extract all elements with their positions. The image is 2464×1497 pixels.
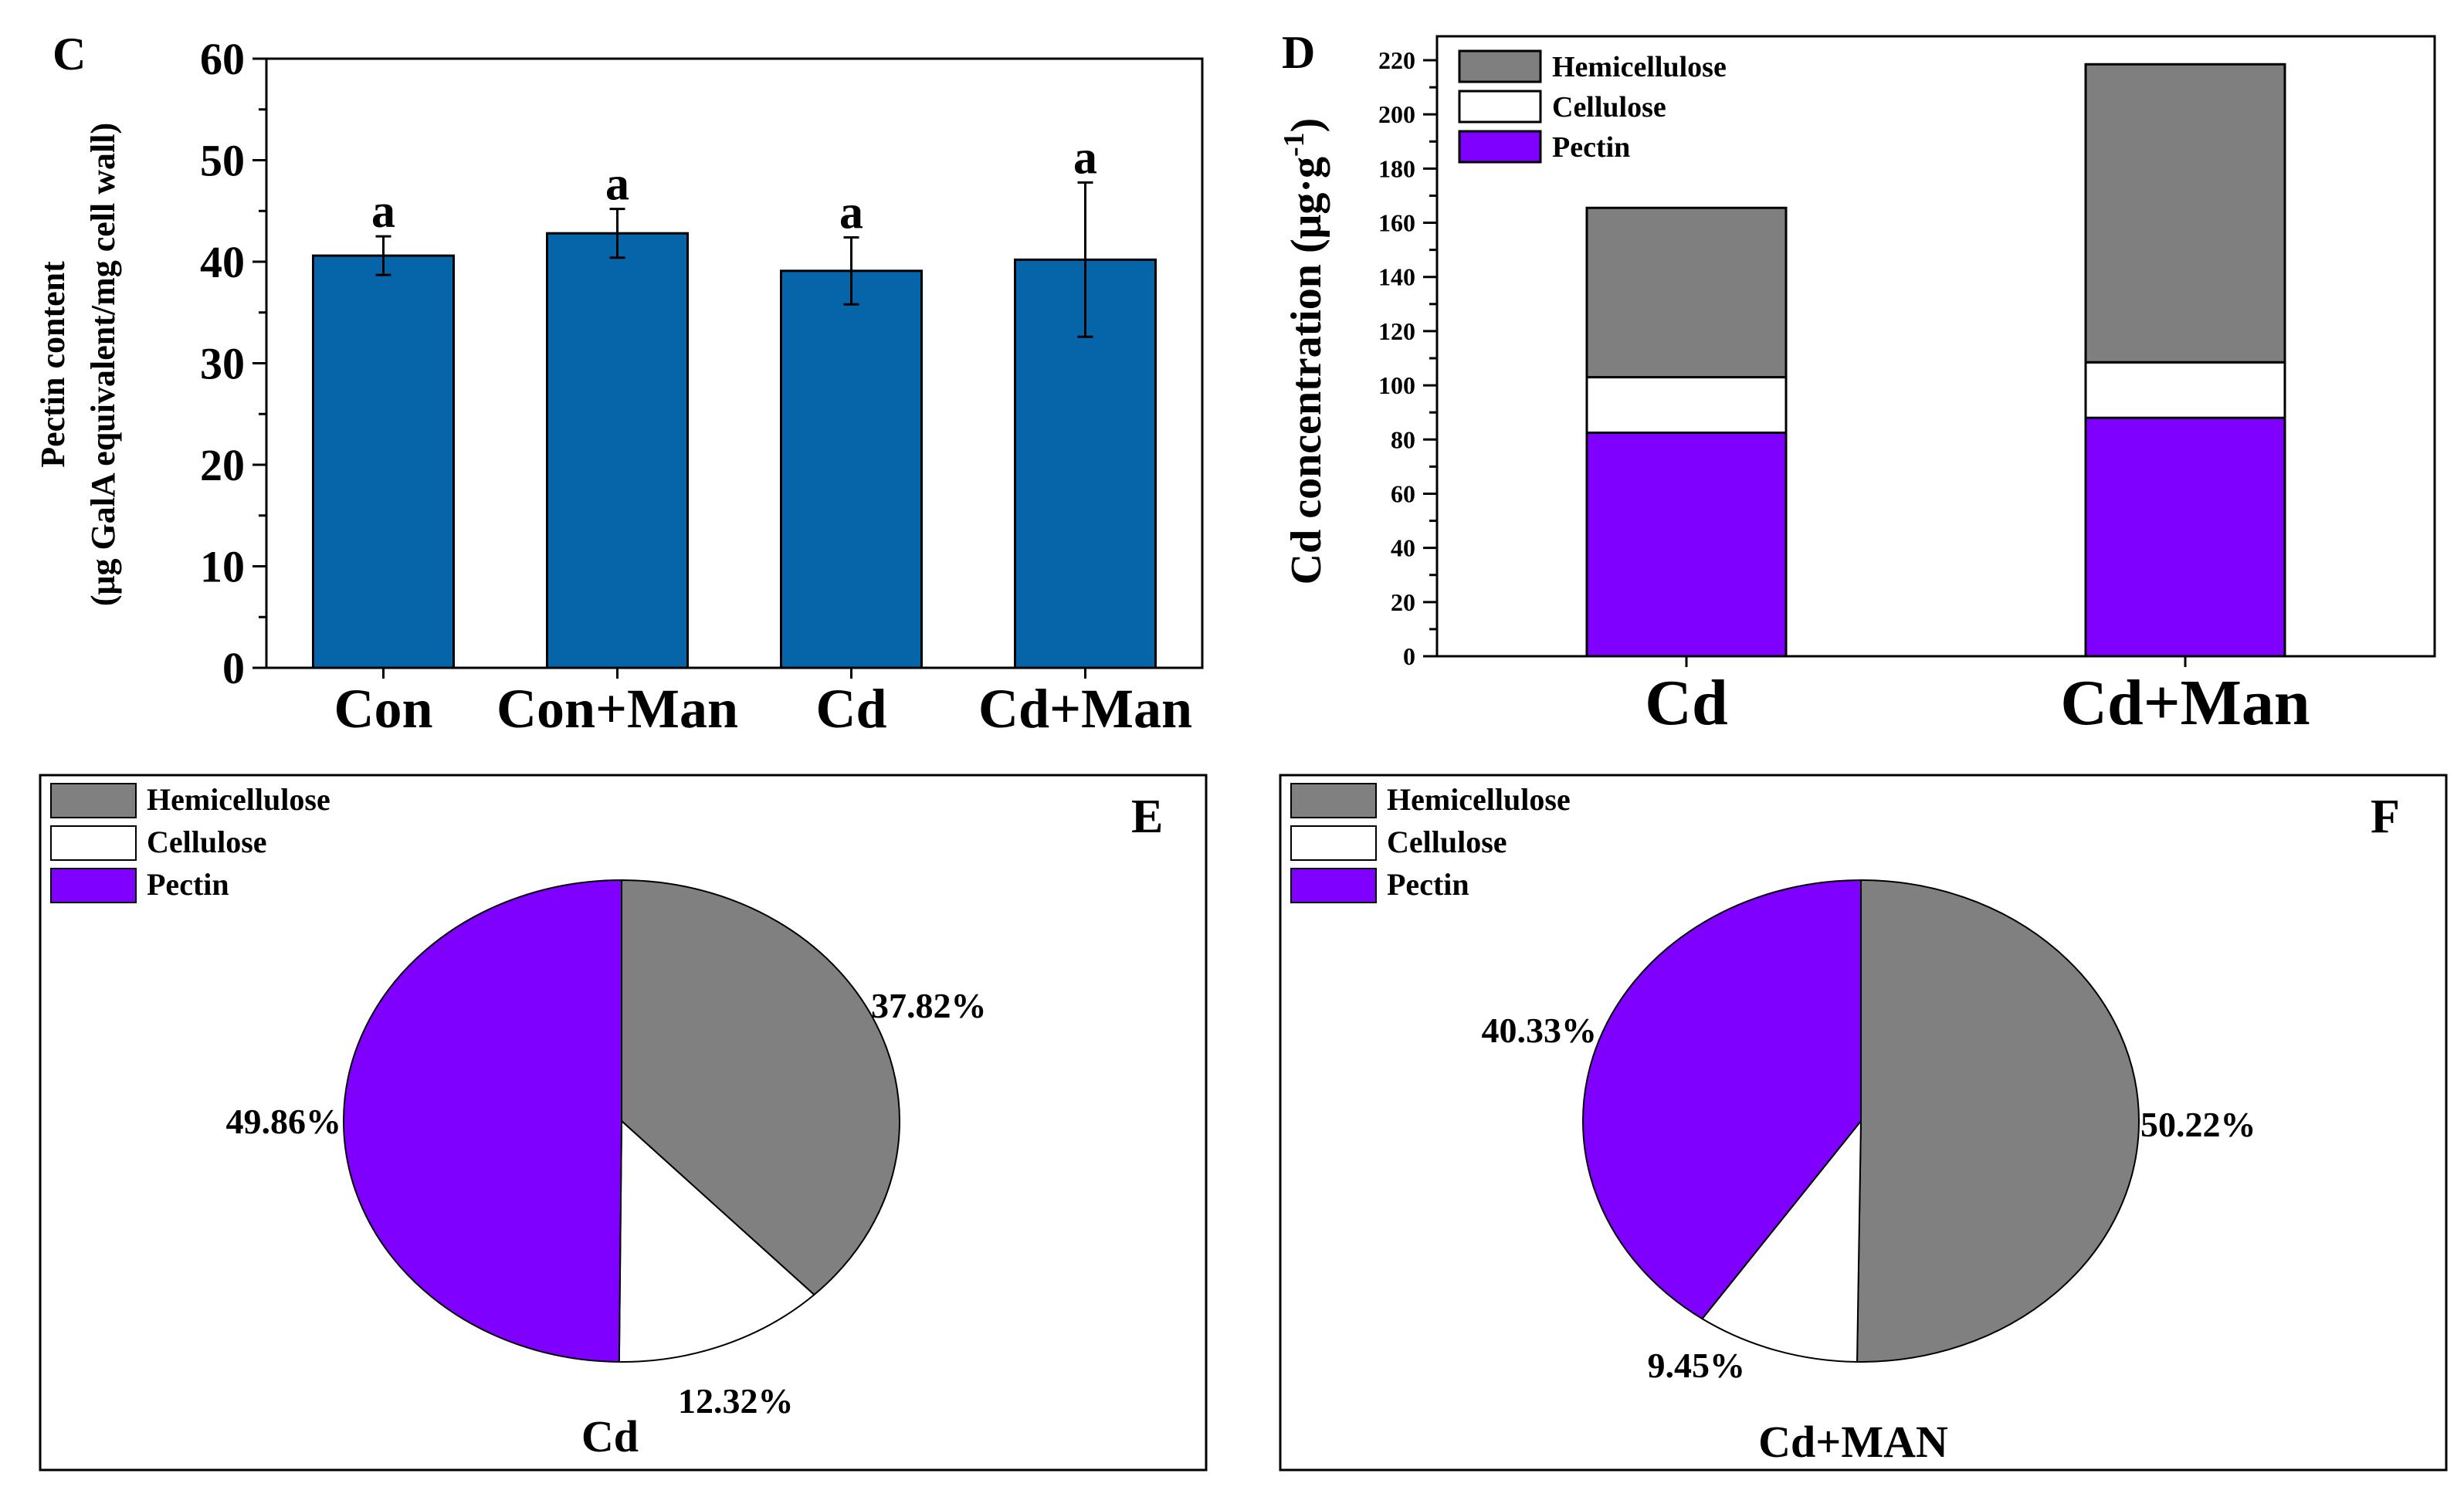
panel-d-y-ticks: 0 20 40 60 80 100 120 140 160 180 200 220 — [1378, 46, 1437, 670]
y-tick-label: 180 — [1378, 154, 1415, 182]
y-tick-label: 20 — [200, 440, 245, 490]
y-tick-label: 30 — [200, 339, 245, 389]
panel-e-pie: 37.82% 12.32% 49.86% — [226, 879, 987, 1421]
legend-label-pectin: Pectin — [147, 867, 229, 902]
legend-label-pectin: Pectin — [1387, 867, 1469, 902]
panel-f-pie: 50.22% 9.45% 40.33% — [1482, 879, 2256, 1385]
legend-swatch-hemicellulose — [50, 783, 137, 818]
x-tick-label: Cd — [1645, 667, 1727, 739]
panel-c-y-label-line2: (μg GalA equivalent/mg cell wall) — [84, 123, 122, 606]
stack-hemicellulose-cd-man — [2084, 63, 2286, 364]
legend-label-hemicellulose: Hemicellulose — [147, 782, 330, 817]
stack-pectin-cd-man — [2084, 416, 2286, 658]
y-tick-label: 50 — [200, 136, 245, 186]
y-tick-label: 10 — [200, 542, 245, 592]
pie-slice-cellulose — [618, 1119, 815, 1363]
legend-swatch-hemicellulose — [1290, 783, 1377, 818]
legend-swatch-hemicellulose — [1458, 49, 1542, 83]
pie-slice-pectin — [1582, 879, 1862, 1320]
legend-label-cellulose: Cellulose — [1387, 825, 1507, 859]
panel-c-bars: a a a a — [312, 131, 1157, 669]
panel-d-y-label: Cd concentration (μg·g-1) — [1278, 118, 1330, 585]
panel-c-y-label-line1: Pectin content — [34, 261, 72, 468]
stack-pectin-cd — [1585, 432, 1788, 658]
panel-d-bars — [1585, 63, 2286, 658]
legend-swatch-cellulose — [1458, 90, 1542, 124]
panel-f-legend: Hemicellulose Cellulose Pectin — [1290, 782, 1571, 903]
x-tick-label: Con+Man — [497, 678, 738, 740]
pie-slice-hemicellulose — [621, 879, 900, 1296]
pie-value-label-cellulose: 9.45% — [1648, 1346, 1746, 1385]
significance-letter: a — [1073, 131, 1097, 184]
significance-letter: a — [605, 158, 629, 211]
pie-slice-cellulose — [1700, 1119, 1862, 1363]
stack-cellulose-cd — [1585, 376, 1788, 434]
bar-con-man — [546, 232, 689, 669]
pie-value-label-pectin: 49.86% — [226, 1102, 342, 1141]
panel-f-frame — [1279, 774, 2448, 1472]
panel-e-legend: Hemicellulose Cellulose Pectin — [50, 782, 330, 903]
panel-e-pie-chart: E 37.82% 12.32% 49.86% Hemicellulose Cellul… — [39, 774, 1208, 1472]
legend-swatch-cellulose — [50, 825, 137, 861]
legend-label-cellulose: Cellulose — [1552, 91, 1666, 124]
y-tick-label: 40 — [1391, 534, 1415, 562]
pie-value-label-hemicellulose: 37.82% — [871, 986, 987, 1025]
y-tick-label: 0 — [222, 643, 245, 693]
x-tick-label: Cd — [815, 678, 886, 740]
panel-e-title: Cd — [581, 1411, 639, 1461]
stack-hemicellulose-cd — [1585, 206, 1788, 379]
panel-c-x-labels: Con Con+Man Cd Cd+Man — [334, 668, 1192, 740]
y-tick-label: 60 — [1391, 479, 1415, 507]
y-tick-label: 20 — [1391, 588, 1415, 616]
x-tick-label: Con — [334, 678, 432, 740]
y-tick-label: 0 — [1403, 642, 1415, 670]
pie-value-label-hemicellulose: 50.22% — [2140, 1105, 2256, 1144]
panel-d-legend: Hemicellulose Cellulose Pectin — [1458, 49, 1727, 164]
x-tick-label: Cd+Man — [978, 678, 1192, 740]
panel-f-pie-chart: F 50.22% 9.45% 40.33% Hemicellulose Cellulo… — [1279, 774, 2448, 1472]
pie-value-label-pectin: 40.33% — [1482, 1011, 1598, 1050]
legend-swatch-pectin — [50, 868, 137, 903]
bar-cd — [780, 269, 923, 669]
panel-d-stacked-bar-chart: D 0 20 40 60 80 100 120 140 160 180 200 220 Cd Cd+Ma… — [1278, 27, 2436, 739]
y-tick-label: 140 — [1378, 263, 1415, 291]
panel-e-frame — [39, 774, 1208, 1472]
pie-slice-hemicellulose — [1856, 879, 2140, 1363]
y-tick-label: 220 — [1378, 46, 1415, 74]
y-tick-label: 200 — [1378, 100, 1415, 128]
y-tick-label: 160 — [1378, 209, 1415, 237]
panel-d-x-labels: Cd Cd+Man — [1645, 656, 2310, 739]
legend-swatch-pectin — [1458, 130, 1542, 164]
y-tick-label: 100 — [1378, 371, 1415, 399]
panel-letter-f: F — [2371, 791, 2400, 843]
stack-cellulose-cd-man — [2084, 361, 2286, 419]
x-tick-label: Cd+Man — [2060, 667, 2310, 739]
panel-letter-e: E — [1131, 791, 1163, 843]
panel-c-y-ticks: 0 10 20 30 40 50 60 — [200, 34, 266, 693]
y-tick-label: 80 — [1391, 425, 1415, 453]
bar-con — [312, 254, 455, 669]
panel-d-plot-frame — [1435, 35, 2436, 658]
legend-label-pectin: Pectin — [1552, 131, 1630, 164]
significance-letter: a — [839, 186, 863, 239]
panel-letter-c: C — [53, 29, 86, 80]
legend-label-hemicellulose: Hemicellulose — [1387, 782, 1571, 817]
legend-swatch-pectin — [1290, 868, 1377, 903]
panel-letter-d: D — [1282, 27, 1315, 78]
significance-letter: a — [371, 185, 395, 238]
y-tick-label: 40 — [200, 237, 245, 287]
panel-f-title: Cd+MAN — [1758, 1417, 1948, 1467]
y-tick-label: 60 — [200, 34, 245, 84]
legend-swatch-cellulose — [1290, 825, 1377, 861]
pie-slice-pectin — [342, 879, 622, 1363]
legend-label-hemicellulose: Hemicellulose — [1552, 51, 1727, 83]
y-tick-label: 120 — [1378, 317, 1415, 345]
legend-label-cellulose: Cellulose — [147, 825, 267, 859]
pie-value-label-cellulose: 12.32% — [678, 1381, 794, 1421]
